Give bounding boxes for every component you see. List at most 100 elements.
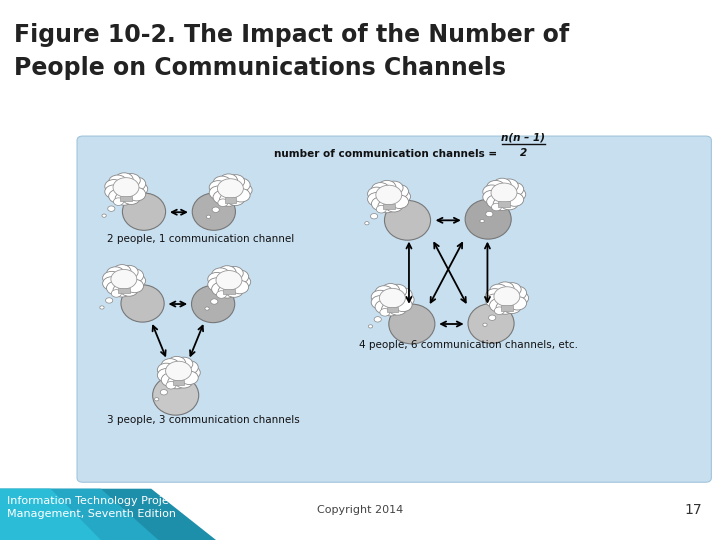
Circle shape (230, 270, 248, 284)
Circle shape (394, 288, 412, 301)
Circle shape (103, 272, 121, 285)
FancyBboxPatch shape (225, 197, 236, 202)
Circle shape (233, 275, 251, 288)
Ellipse shape (153, 375, 199, 415)
Circle shape (230, 280, 248, 294)
Circle shape (372, 296, 390, 309)
Circle shape (389, 284, 407, 298)
Circle shape (379, 288, 405, 308)
FancyBboxPatch shape (77, 136, 711, 482)
Circle shape (216, 271, 242, 290)
Circle shape (212, 207, 220, 212)
Circle shape (210, 186, 228, 199)
Circle shape (115, 173, 133, 186)
Circle shape (510, 292, 528, 305)
Circle shape (378, 199, 396, 213)
Circle shape (368, 193, 386, 206)
Circle shape (490, 284, 508, 298)
Circle shape (372, 197, 390, 211)
Circle shape (103, 277, 121, 290)
Circle shape (109, 175, 127, 188)
Circle shape (371, 213, 378, 219)
Circle shape (508, 286, 526, 300)
Circle shape (377, 205, 387, 213)
FancyBboxPatch shape (120, 196, 132, 201)
Circle shape (491, 183, 517, 202)
Circle shape (378, 180, 396, 194)
Circle shape (390, 195, 408, 208)
Polygon shape (0, 489, 101, 540)
Circle shape (166, 361, 192, 381)
Circle shape (161, 359, 179, 372)
Circle shape (365, 221, 369, 225)
Circle shape (372, 183, 390, 196)
Text: n(n – 1): n(n – 1) (501, 132, 546, 142)
Circle shape (375, 286, 393, 299)
Circle shape (208, 273, 226, 286)
Text: People on Communications Channels: People on Communications Channels (14, 56, 506, 79)
Circle shape (483, 323, 487, 326)
Circle shape (385, 181, 403, 194)
Circle shape (113, 178, 139, 197)
Circle shape (115, 192, 133, 205)
Circle shape (180, 361, 198, 374)
Circle shape (100, 306, 104, 309)
Circle shape (390, 185, 408, 198)
Circle shape (166, 381, 176, 389)
Circle shape (107, 281, 125, 295)
Circle shape (227, 192, 245, 206)
Circle shape (486, 211, 493, 217)
Circle shape (500, 197, 518, 210)
Circle shape (122, 191, 140, 205)
Circle shape (109, 190, 127, 203)
Text: 2 people, 1 communication channel: 2 people, 1 communication channel (107, 234, 294, 244)
Circle shape (483, 185, 501, 198)
Circle shape (217, 179, 243, 198)
Circle shape (503, 282, 521, 296)
Circle shape (396, 293, 414, 306)
Circle shape (508, 296, 526, 310)
Text: Information Technology Project: Information Technology Project (7, 496, 179, 505)
Circle shape (180, 371, 198, 384)
Text: number of communication channels =: number of communication channels = (274, 149, 500, 159)
Circle shape (374, 316, 382, 322)
Circle shape (480, 219, 485, 222)
Ellipse shape (122, 193, 166, 230)
Ellipse shape (121, 285, 164, 322)
Polygon shape (0, 489, 158, 540)
Circle shape (207, 215, 211, 218)
FancyBboxPatch shape (173, 380, 184, 385)
Ellipse shape (389, 304, 435, 344)
Circle shape (372, 291, 390, 303)
Text: 17: 17 (685, 503, 702, 517)
Circle shape (376, 185, 402, 205)
Circle shape (113, 265, 131, 278)
Circle shape (125, 269, 143, 282)
Circle shape (487, 180, 505, 194)
Circle shape (208, 278, 226, 291)
FancyBboxPatch shape (387, 307, 398, 312)
Circle shape (382, 302, 400, 316)
Circle shape (487, 195, 505, 208)
Circle shape (500, 179, 518, 192)
Circle shape (483, 191, 501, 204)
Circle shape (218, 266, 236, 279)
Circle shape (493, 178, 511, 192)
Text: 3 people, 3 communication channels: 3 people, 3 communication channels (107, 415, 300, 425)
Circle shape (505, 183, 523, 196)
Circle shape (168, 356, 186, 370)
Circle shape (508, 188, 526, 201)
Circle shape (213, 191, 231, 204)
Circle shape (108, 206, 115, 211)
Text: Copyright 2014: Copyright 2014 (317, 505, 403, 515)
Ellipse shape (192, 193, 235, 230)
Circle shape (486, 294, 504, 307)
Circle shape (492, 203, 502, 211)
Circle shape (158, 369, 176, 382)
Circle shape (486, 289, 504, 302)
Circle shape (389, 302, 407, 315)
Circle shape (380, 308, 390, 316)
Circle shape (212, 268, 230, 281)
Circle shape (127, 274, 145, 287)
Circle shape (114, 198, 124, 205)
